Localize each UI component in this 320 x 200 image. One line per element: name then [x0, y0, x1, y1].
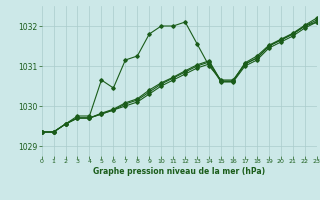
X-axis label: Graphe pression niveau de la mer (hPa): Graphe pression niveau de la mer (hPa)	[93, 167, 265, 176]
